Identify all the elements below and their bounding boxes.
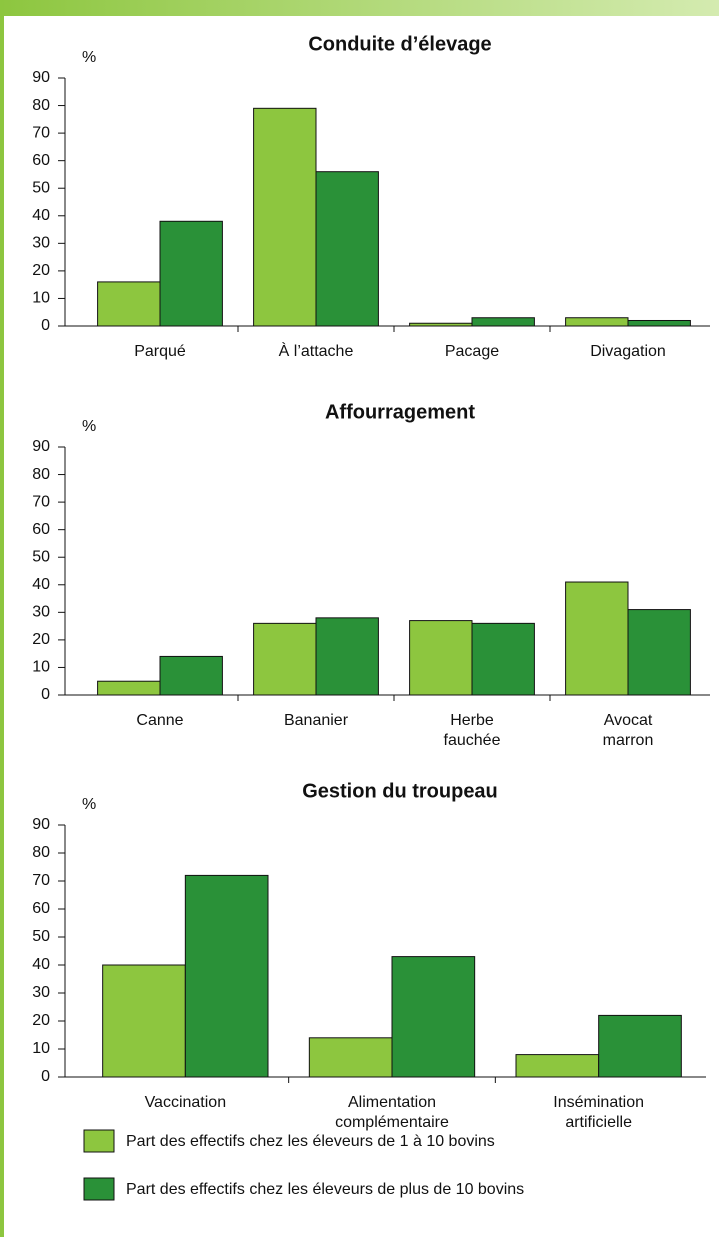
x-tick-label: Canne [136, 712, 184, 729]
bar [627, 609, 691, 696]
bar [315, 617, 379, 696]
x-tick-label: Vaccination [144, 1094, 227, 1111]
x-tick-label: Divagation [590, 343, 666, 360]
y-tick-label: 10 [32, 659, 50, 676]
y-tick-label: 20 [32, 631, 50, 648]
bar [308, 1037, 393, 1078]
y-tick-label: 10 [32, 290, 50, 307]
legend-label: Part des effectifs chez les éleveurs de … [126, 1181, 524, 1198]
bar [515, 1054, 600, 1078]
bar [184, 874, 269, 1078]
x-tick-label: Parqué [134, 343, 186, 360]
y-tick-label: 90 [32, 816, 50, 833]
y-tick-label: 40 [32, 207, 50, 224]
x-tick-label: Avocat marron [602, 712, 654, 749]
legend-label: Part des effectifs chez les éleveurs de … [126, 1133, 495, 1150]
legend-swatch [83, 1129, 115, 1153]
y-tick-label: 30 [32, 984, 50, 1001]
y-tick-label: 60 [32, 900, 50, 917]
y-tick-label: 0 [41, 686, 50, 703]
y-tick-label: 80 [32, 97, 50, 114]
y-tick-label: 90 [32, 438, 50, 455]
y-tick-label: 50 [32, 928, 50, 945]
bar [159, 655, 223, 696]
y-axis-label: % [82, 49, 96, 66]
x-tick-label: Bananier [283, 712, 349, 729]
x-tick-label: Insémination artificielle [553, 1094, 645, 1131]
y-axis-label: % [82, 418, 96, 435]
bar [627, 319, 691, 327]
y-axis-label: % [82, 796, 96, 813]
bar [565, 581, 629, 696]
bar [565, 317, 629, 327]
bar [159, 220, 223, 327]
chart-title: Gestion du troupeau [302, 780, 498, 802]
bar [471, 317, 535, 327]
y-tick-label: 70 [32, 872, 50, 889]
y-tick-label: 60 [32, 152, 50, 169]
bar [97, 680, 161, 696]
y-tick-label: 10 [32, 1040, 50, 1057]
chart-title: Conduite d’élevage [308, 33, 491, 55]
y-tick-label: 20 [32, 1012, 50, 1029]
y-tick-label: 40 [32, 576, 50, 593]
left-border [0, 0, 4, 1237]
legend-swatch [83, 1177, 115, 1201]
y-tick-label: 30 [32, 604, 50, 621]
y-tick-label: 0 [41, 317, 50, 334]
top-band [0, 0, 719, 16]
x-tick-label: Pacage [444, 343, 500, 360]
bar [409, 322, 473, 327]
y-tick-label: 50 [32, 179, 50, 196]
y-tick-label: 40 [32, 956, 50, 973]
bar [315, 171, 379, 327]
y-tick-label: 80 [32, 844, 50, 861]
bar [409, 620, 473, 696]
bar [97, 281, 161, 327]
y-tick-label: 80 [32, 466, 50, 483]
y-tick-label: 50 [32, 548, 50, 565]
bar [391, 956, 476, 1078]
y-tick-label: 20 [32, 262, 50, 279]
y-tick-label: 0 [41, 1068, 50, 1085]
y-tick-label: 70 [32, 124, 50, 141]
bar [598, 1014, 682, 1078]
chart-title: Affourragement [325, 401, 475, 423]
x-tick-label: À l’attache [278, 343, 354, 360]
bar [253, 622, 317, 696]
y-tick-label: 90 [32, 69, 50, 86]
bar [102, 964, 186, 1078]
y-tick-label: 30 [32, 235, 50, 252]
bar [471, 622, 535, 696]
x-tick-label: Alimentation complémentaire [335, 1094, 449, 1131]
y-tick-label: 60 [32, 521, 50, 538]
x-tick-label: Herbe fauchée [443, 712, 501, 749]
y-tick-label: 70 [32, 493, 50, 510]
bar [253, 107, 317, 327]
